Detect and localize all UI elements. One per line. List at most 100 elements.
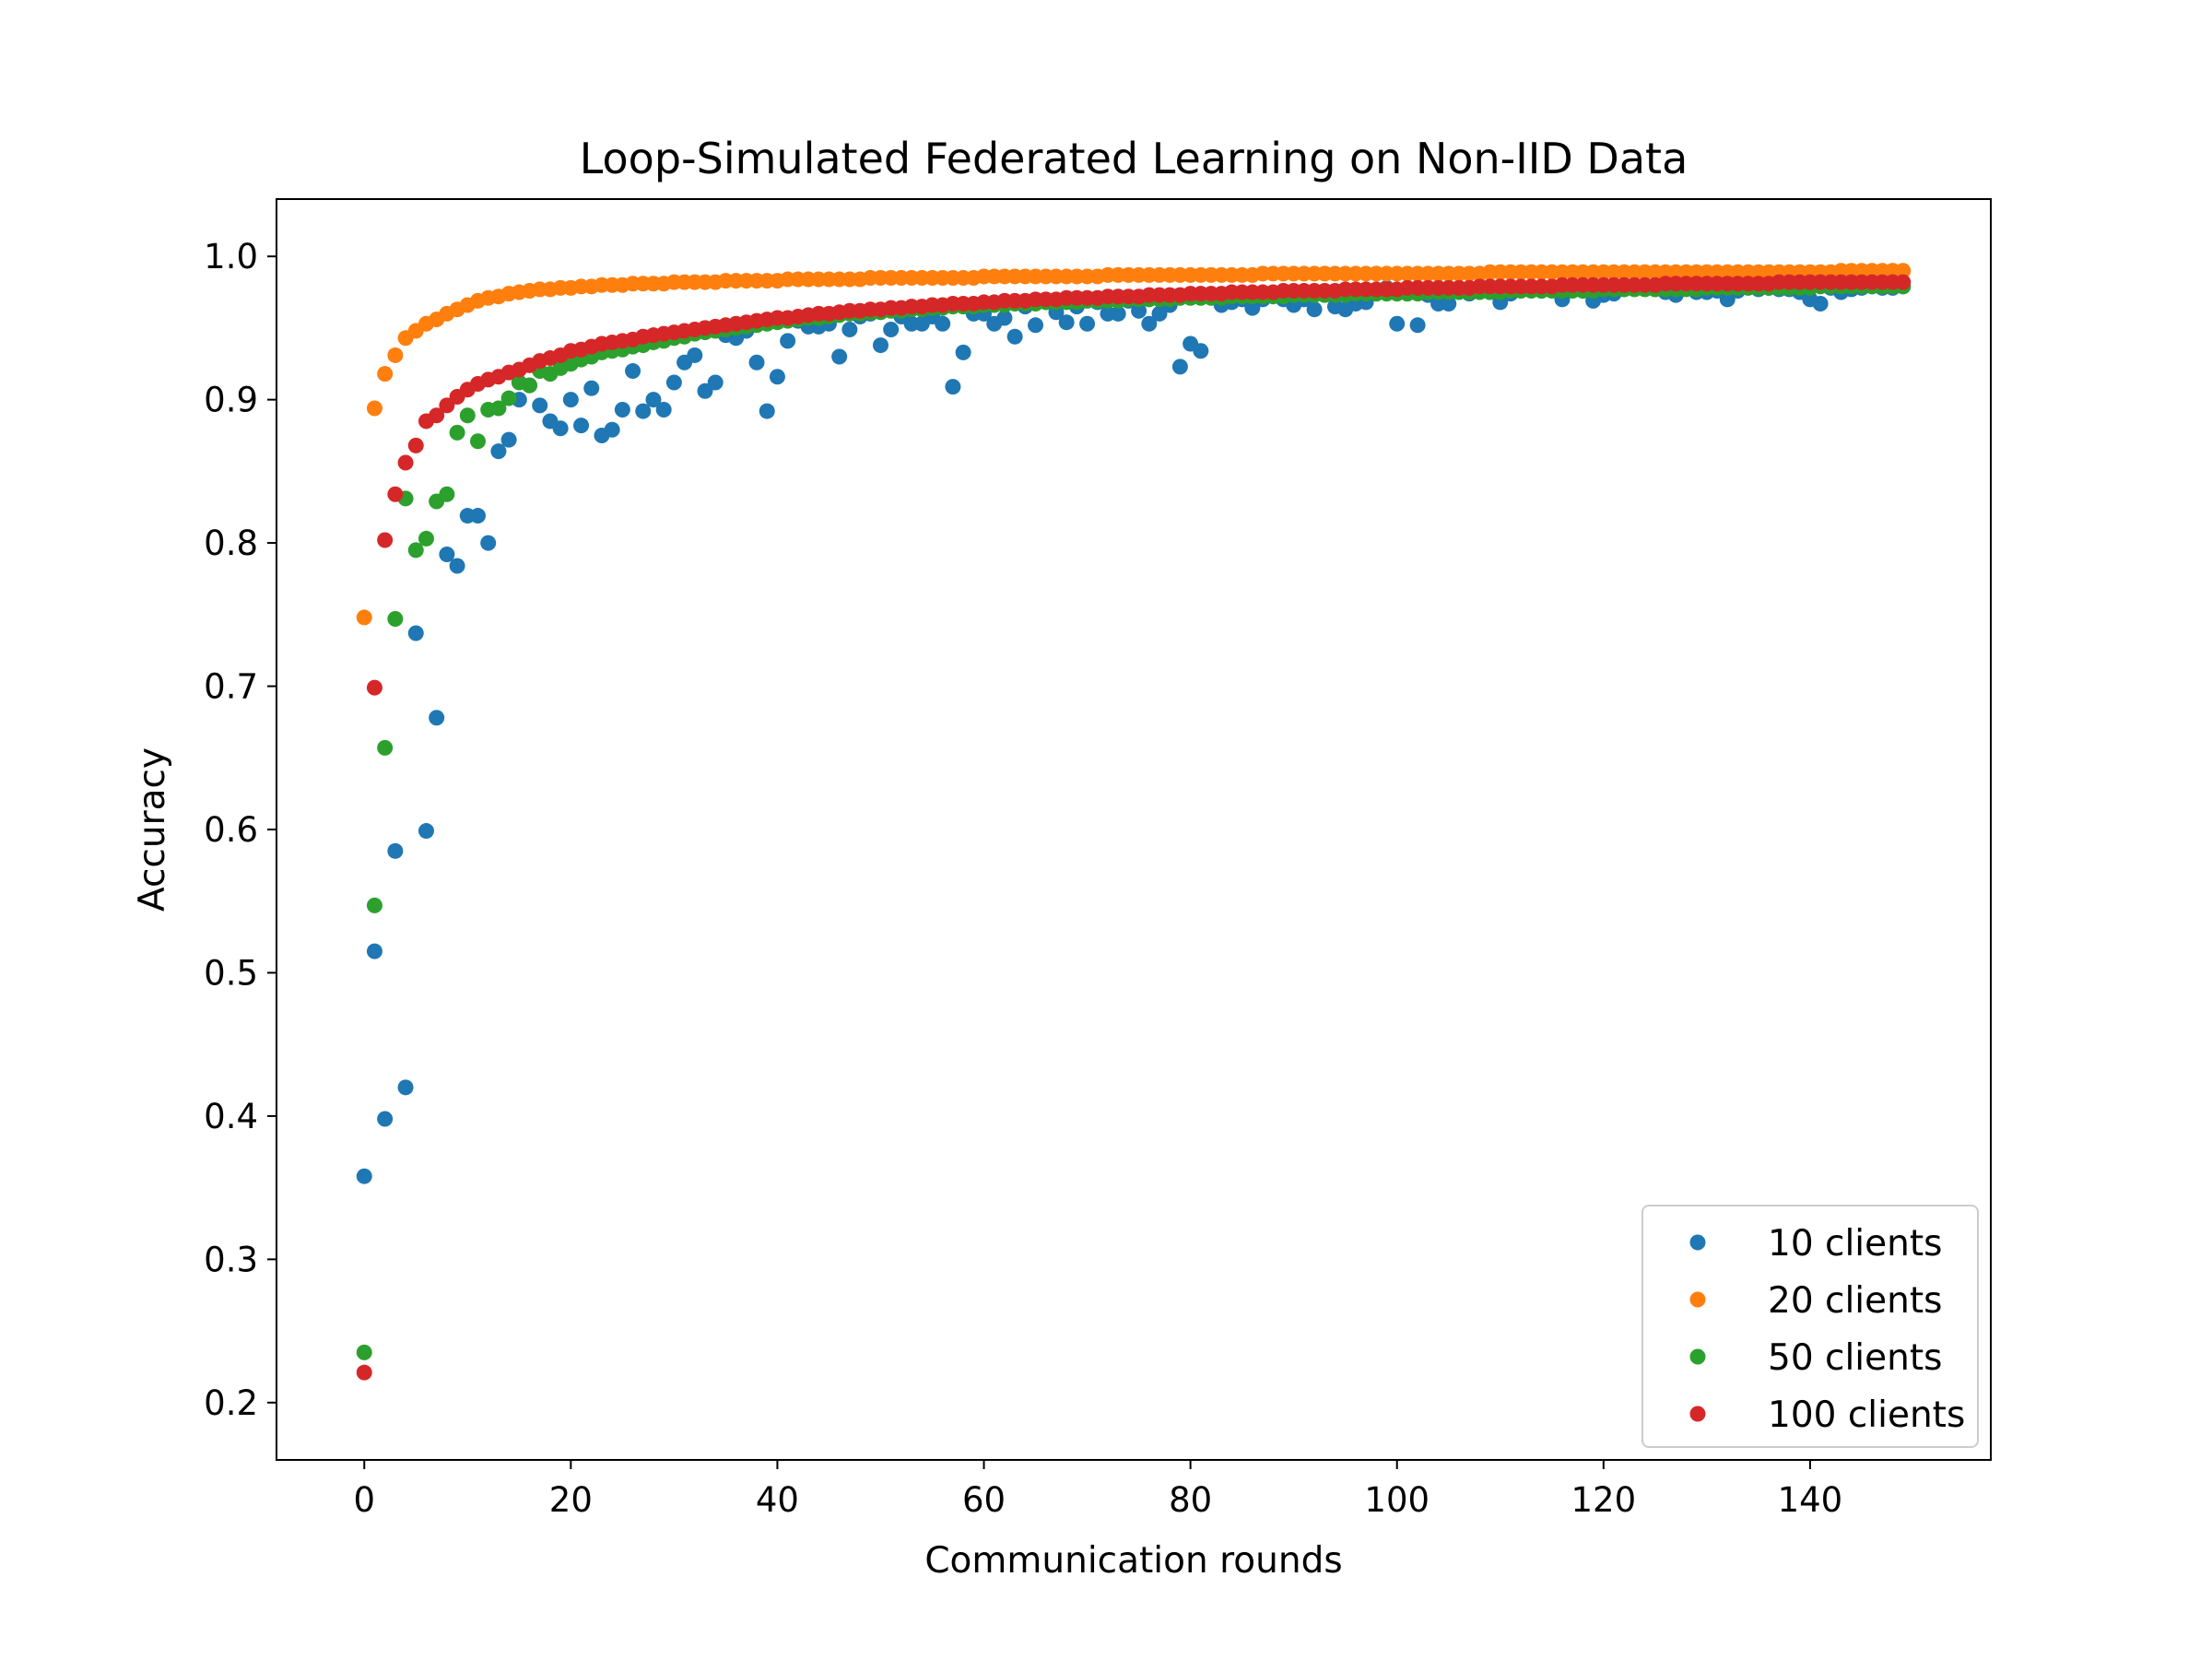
data-point: [1895, 274, 1912, 290]
series-2: [356, 263, 1912, 626]
data-point: [377, 366, 394, 382]
data-point: [655, 402, 672, 418]
data-point: [532, 397, 548, 414]
legend-marker: [1689, 1406, 1706, 1422]
data-point: [780, 333, 796, 349]
plot-frame: [276, 198, 1992, 1461]
data-point: [1389, 315, 1406, 332]
data-point: [407, 542, 424, 559]
data-point: [366, 400, 382, 417]
data-point: [459, 407, 476, 424]
data-point: [614, 402, 630, 418]
x-tick-label: 60: [962, 1480, 1006, 1520]
data-point: [687, 347, 703, 363]
legend-box: [1641, 1205, 1979, 1448]
y-axis: 0.2 0.3 0.4 0.5 0.6 0.7 0.8 0.9 1.0: [204, 237, 276, 1423]
legend-label: 10 clients: [1768, 1223, 1942, 1265]
data-point: [429, 407, 445, 424]
data-point: [490, 443, 507, 460]
data-point: [377, 739, 394, 756]
y-tick-label: 1.0: [204, 237, 258, 276]
x-tick-label: 80: [1169, 1480, 1212, 1520]
data-point: [439, 397, 455, 414]
data-point: [356, 1364, 372, 1381]
data-point: [418, 823, 434, 840]
legend-marker: [1689, 1291, 1706, 1308]
data-point: [480, 535, 497, 551]
y-tick-label: 0.2: [204, 1383, 258, 1423]
legend: 10 clients 20 clients 50 clients 100 client…: [1641, 1205, 1979, 1448]
data-point: [645, 392, 662, 408]
x-tick-label: 120: [1571, 1480, 1637, 1520]
data-point: [996, 310, 1013, 326]
data-point: [1141, 315, 1158, 332]
data-point: [748, 354, 765, 371]
legend-marker: [1689, 1348, 1706, 1365]
y-axis-label: Accuracy: [132, 747, 173, 912]
data-point: [1409, 317, 1426, 334]
data-point: [429, 710, 445, 726]
data-point: [769, 369, 785, 385]
data-point: [665, 374, 682, 391]
data-point: [469, 508, 486, 524]
data-point: [439, 486, 455, 502]
x-tick-label: 0: [353, 1480, 375, 1520]
data-point: [449, 424, 465, 441]
data-point: [831, 348, 848, 365]
data-point: [1895, 263, 1912, 279]
y-tick-label: 0.4: [204, 1097, 258, 1136]
data-point: [1058, 314, 1075, 331]
data-point: [1171, 359, 1188, 375]
data-point: [387, 486, 404, 502]
data-point: [872, 337, 888, 354]
data-point: [955, 344, 971, 360]
data-point: [407, 625, 424, 641]
legend-label: 20 clients: [1768, 1280, 1942, 1322]
data-point: [377, 532, 394, 548]
data-point: [573, 418, 590, 434]
data-point: [945, 379, 961, 395]
chart-title: Loop-Simulated Federated Learning on Non…: [580, 134, 1688, 183]
data-point: [500, 390, 517, 406]
data-point: [759, 403, 775, 419]
data-point: [935, 315, 951, 332]
x-axis-label: Communication rounds: [924, 1540, 1342, 1582]
x-tick-label: 140: [1778, 1480, 1843, 1520]
data-point: [387, 347, 404, 363]
data-point: [397, 1079, 414, 1096]
data-point: [490, 400, 507, 417]
data-points: [356, 263, 1912, 1381]
data-point: [841, 321, 858, 337]
data-point: [407, 437, 424, 453]
data-point: [439, 547, 455, 563]
data-point: [883, 321, 900, 337]
data-point: [1306, 301, 1323, 318]
data-point: [366, 943, 382, 959]
data-point: [1244, 300, 1261, 316]
data-point: [397, 454, 414, 471]
data-point: [522, 377, 538, 394]
data-point: [1151, 305, 1168, 322]
y-tick-label: 0.3: [204, 1240, 258, 1279]
data-point: [356, 609, 372, 626]
data-point: [1719, 291, 1735, 308]
data-point: [604, 421, 620, 438]
data-point: [707, 374, 724, 391]
data-point: [1193, 343, 1209, 359]
legend-label: 100 clients: [1768, 1394, 1965, 1436]
data-point: [1812, 295, 1829, 312]
data-point: [625, 363, 641, 380]
data-point: [387, 610, 404, 627]
y-tick-label: 0.8: [204, 524, 258, 563]
data-point: [366, 679, 382, 696]
data-point: [356, 1168, 372, 1184]
data-point: [562, 392, 579, 408]
y-tick-label: 0.6: [204, 810, 258, 850]
x-axis: 0 20 40 60 80 100 120 140: [353, 1460, 1842, 1520]
data-point: [552, 420, 569, 437]
data-point: [1110, 305, 1126, 322]
y-tick-label: 0.5: [204, 953, 258, 993]
x-tick-label: 20: [549, 1480, 593, 1520]
data-point: [1441, 295, 1457, 312]
